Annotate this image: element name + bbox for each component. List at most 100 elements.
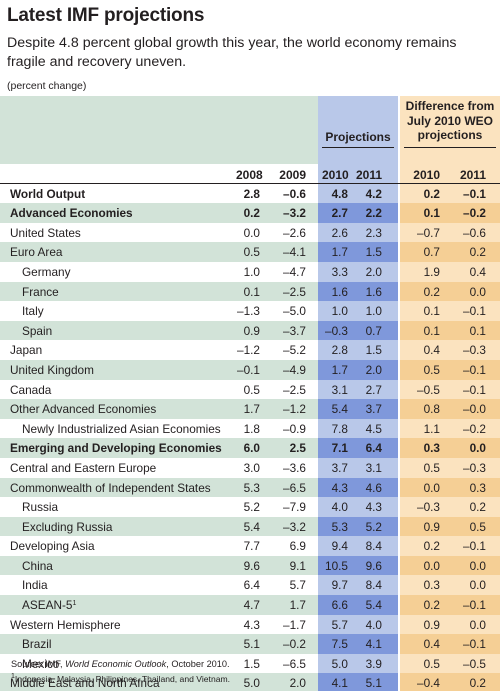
row-value: 0.2	[469, 500, 486, 515]
row-value: 2.6	[331, 225, 348, 240]
row-value: 1.7	[331, 362, 348, 377]
table-row: Developing Asia 7.7 6.9 9.4 8.4 0.2 –0.1	[0, 536, 500, 556]
row-value: 0.1	[423, 206, 440, 221]
row-value: 8.4	[365, 539, 382, 554]
row-value: 0.5	[423, 362, 440, 377]
row-value: 2.5	[289, 441, 306, 456]
row-value: 6.0	[243, 441, 260, 456]
row-value: 8.4	[365, 578, 382, 593]
row-label: Germany	[22, 264, 71, 279]
row-value: 4.1	[331, 676, 348, 691]
table-row: United Kingdom –0.1 –4.9 1.7 2.0 0.5 –0.1	[0, 359, 500, 380]
row-label: United States	[10, 225, 81, 240]
row-value: 7.8	[331, 421, 348, 436]
row-value: 0.2	[469, 676, 486, 691]
row-value: 0.4	[423, 343, 440, 358]
row-value: –0.1	[463, 637, 486, 652]
row-value: –3.6	[283, 460, 306, 475]
row-value: 0.1	[423, 304, 440, 319]
row-value: 3.7	[331, 460, 348, 475]
row-value: –3.7	[283, 323, 306, 338]
row-value: 0.1	[243, 284, 260, 299]
row-value: 2.3	[365, 225, 382, 240]
table-row: Emerging and Developing Economies 6.0 2.5 7…	[0, 438, 500, 458]
row-value: 9.1	[289, 558, 306, 573]
row-value: 0.0	[423, 480, 440, 495]
row-value: 6.4	[243, 578, 260, 593]
row-value: 6.4	[365, 441, 382, 456]
row-value: –1.3	[237, 304, 260, 319]
row-value: 1.5	[243, 656, 260, 671]
row-value: 0.3	[469, 480, 486, 495]
row-value: 0.0	[469, 578, 486, 593]
row-value: –0.5	[417, 382, 440, 397]
row-value: 9.7	[331, 578, 348, 593]
row-value: 9.6	[243, 558, 260, 573]
row-value: 1.7	[243, 402, 260, 417]
row-value: –0.1	[463, 304, 486, 319]
row-value: 0.0	[469, 617, 486, 632]
table-row: Japan –1.2 –5.2 2.8 1.5 0.4 –0.3	[0, 340, 500, 360]
row-value: –0.1	[237, 362, 260, 377]
row-value: 0.2	[243, 206, 260, 221]
row-value: 0.5	[469, 519, 486, 534]
row-value: –6.5	[283, 656, 306, 671]
row-value: 7.7	[243, 539, 260, 554]
row-label: Newly Industrialized Asian Economies	[22, 421, 221, 436]
year-header: 2008	[236, 168, 263, 182]
row-value: –4.1	[283, 245, 306, 260]
row-value: 1.7	[289, 598, 306, 613]
row-value: 0.7	[365, 323, 382, 338]
row-value: –0.3	[325, 323, 348, 338]
table-row: Italy –1.3 –5.0 1.0 1.0 0.1 –0.1	[0, 301, 500, 321]
row-value: 6.6	[331, 598, 348, 613]
footnote: 1Indonesia, Malaysia, Philippines, Thail…	[11, 673, 231, 684]
row-value: –0.2	[463, 421, 486, 436]
source-note: Source: IMF, World Economic Outlook, Oct…	[11, 659, 230, 669]
row-value: 2.2	[365, 206, 382, 221]
unit-note: (percent change)	[7, 80, 87, 92]
row-value: 4.3	[331, 480, 348, 495]
row-value: 0.2	[423, 598, 440, 613]
row-value: 1.0	[243, 264, 260, 279]
year-header: 2010	[413, 168, 440, 182]
table-row: Middle East and North Africa 5.0 2.0 4.1 5.1…	[0, 673, 500, 691]
row-value: 0.0	[423, 558, 440, 573]
row-value: 4.5	[365, 421, 382, 436]
row-label: France	[22, 284, 59, 299]
row-value: 0.0	[469, 441, 486, 456]
row-value: 5.4	[243, 519, 260, 534]
row-value: 9.4	[331, 539, 348, 554]
row-value: –4.7	[283, 264, 306, 279]
row-value: 4.3	[243, 617, 260, 632]
row-value: –0.1	[463, 598, 486, 613]
year-header: 2009	[279, 168, 306, 182]
row-value: –2.5	[283, 284, 306, 299]
row-value: 4.0	[365, 617, 382, 632]
row-value: 2.0	[365, 264, 382, 279]
row-label: Russia	[22, 500, 59, 515]
row-label: United Kingdom	[10, 362, 94, 377]
row-value: 1.0	[331, 304, 348, 319]
row-value: 4.7	[243, 598, 260, 613]
row-value: 2.7	[331, 206, 348, 221]
row-label: Middle East and North Africa	[10, 676, 160, 691]
row-value: 1.9	[423, 264, 440, 279]
row-value: –0.1	[463, 362, 486, 377]
table-row: Excluding Russia 5.4 –3.2 5.3 5.2 0.9 0.5	[0, 516, 500, 537]
projections-header: Projections	[325, 130, 391, 144]
row-value: 5.1	[365, 676, 382, 691]
row-value: 2.7	[365, 382, 382, 397]
row-value: 0.0	[243, 225, 260, 240]
row-value: 4.0	[331, 500, 348, 515]
row-value: –0.3	[417, 500, 440, 515]
row-value: –5.2	[283, 343, 306, 358]
row-value: 2.8	[243, 186, 260, 201]
row-value: –2.6	[283, 225, 306, 240]
row-value: 10.5	[325, 558, 348, 573]
row-value: –5.0	[283, 304, 306, 319]
row-value: 0.8	[423, 402, 440, 417]
row-value: 0.1	[469, 323, 486, 338]
row-value: –0.6	[283, 186, 306, 201]
row-value: 6.9	[289, 539, 306, 554]
